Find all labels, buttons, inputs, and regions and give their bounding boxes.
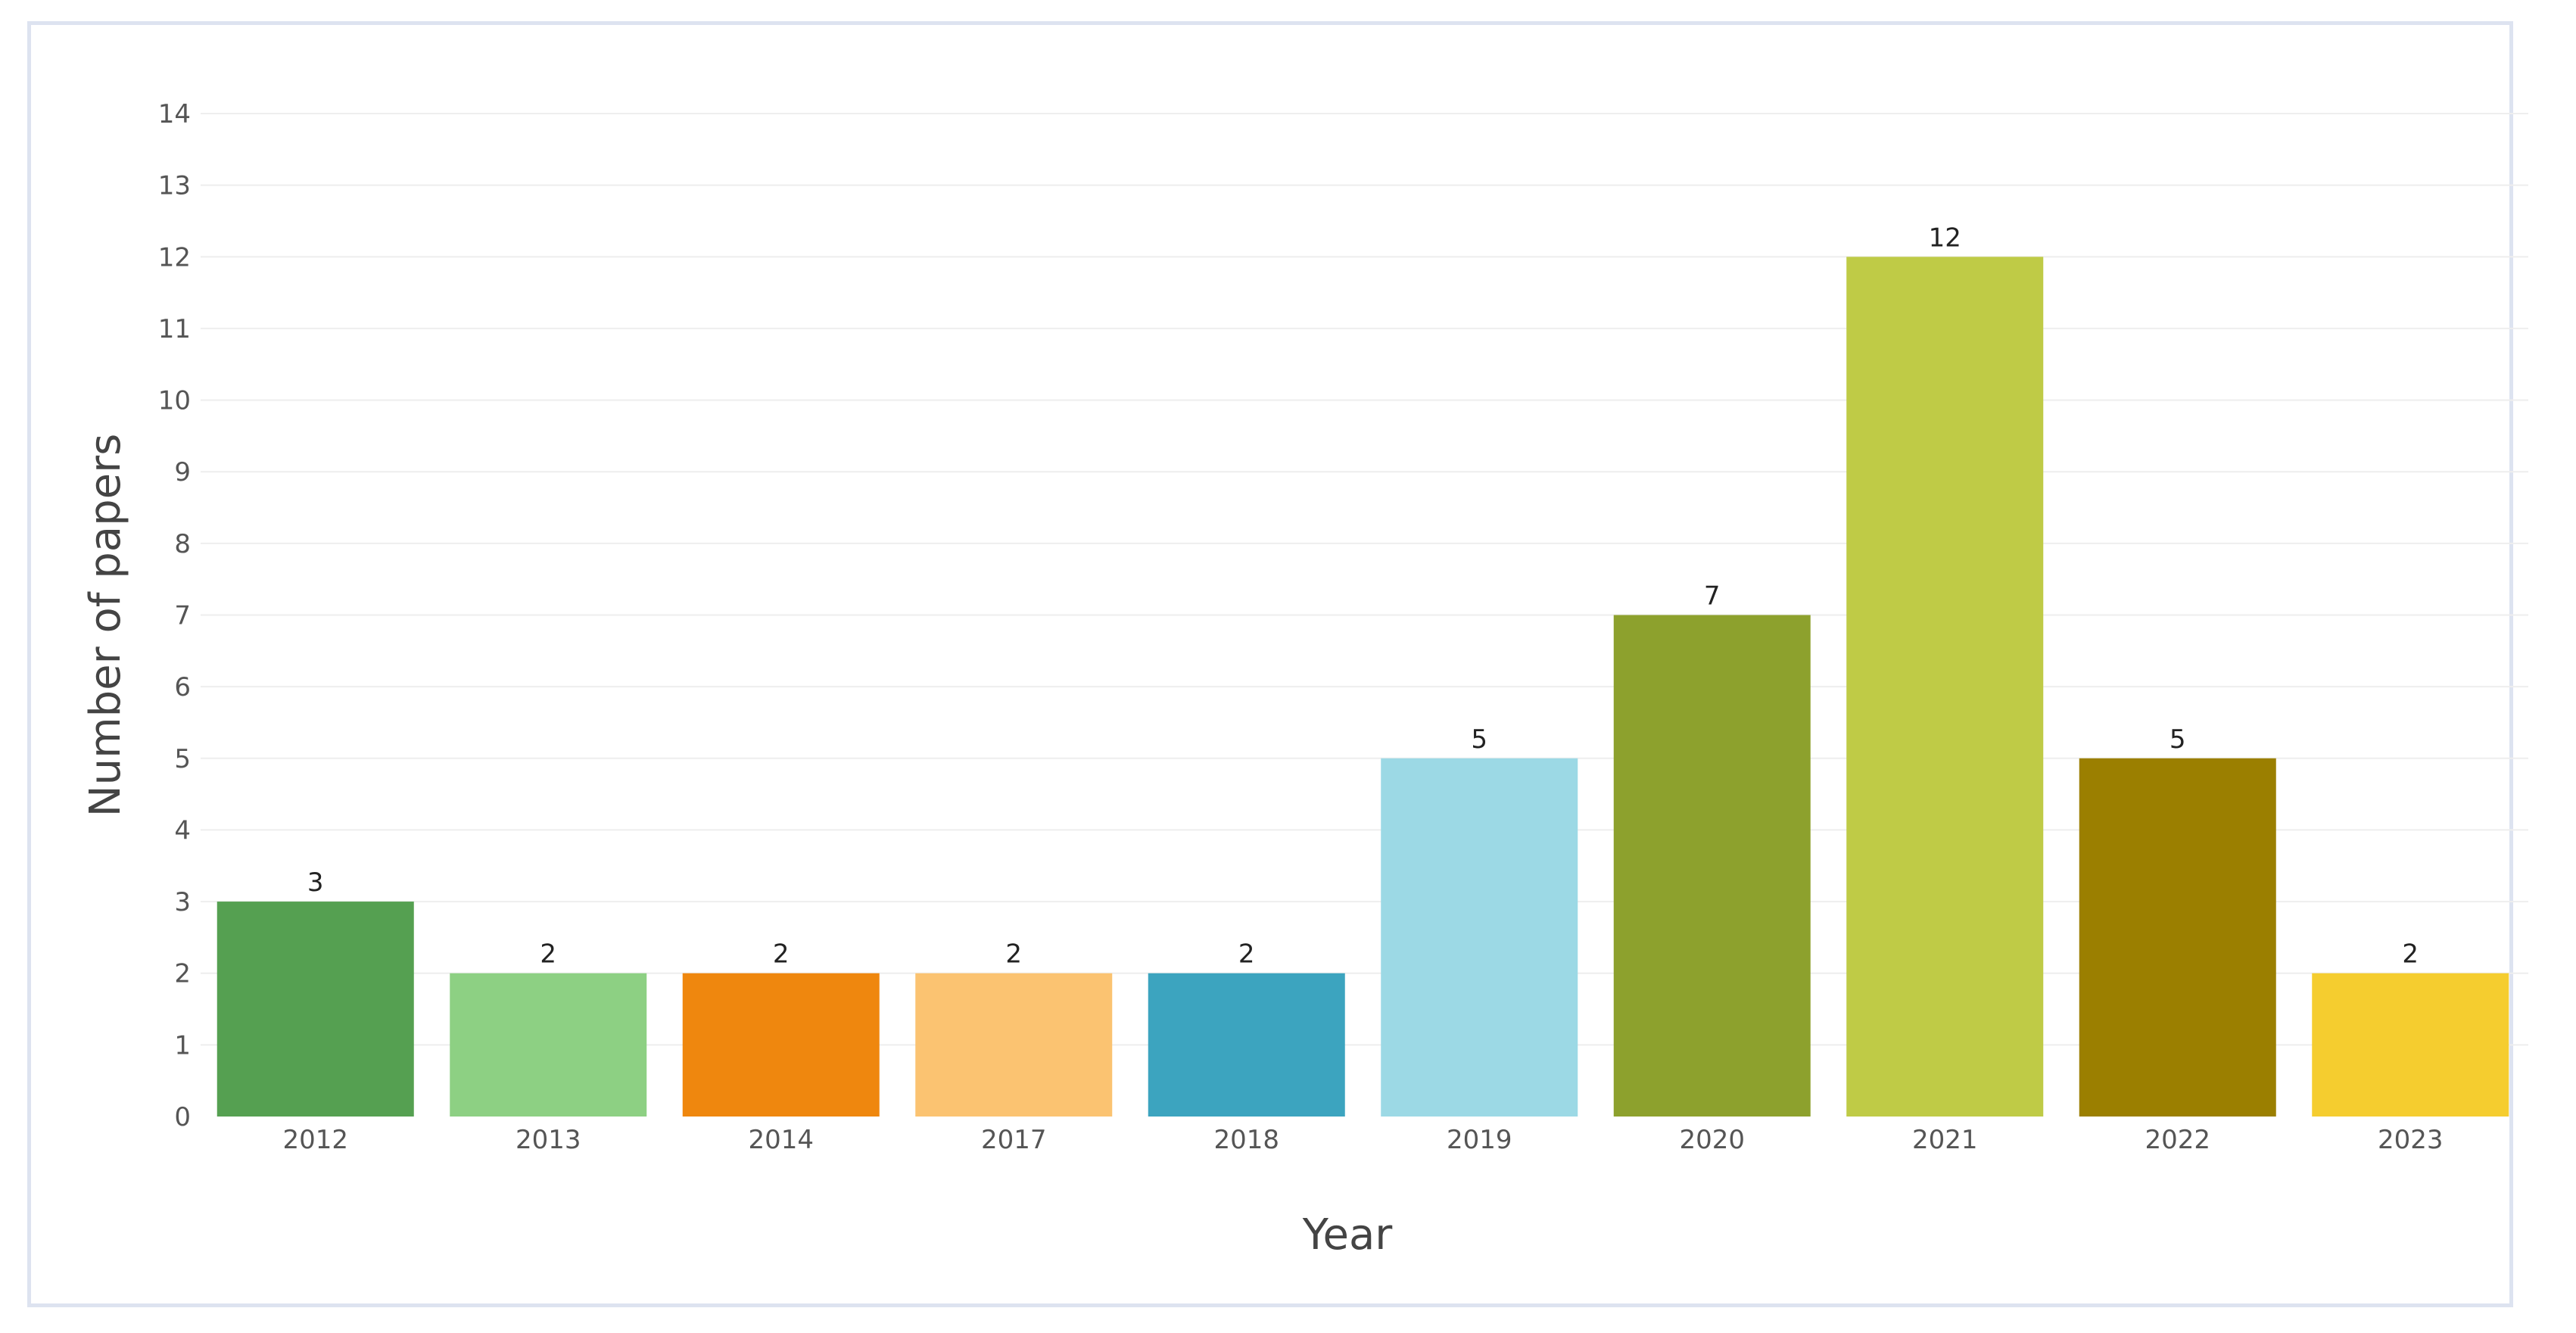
bar-value-label: 2 bbox=[2402, 939, 2419, 970]
y-tick-label: 11 bbox=[158, 314, 191, 344]
x-tick-label: 2020 bbox=[1679, 1125, 1745, 1155]
bar-value-label: 2 bbox=[1238, 939, 1255, 970]
y-tick-label: 9 bbox=[174, 457, 191, 487]
bar-value-label: 3 bbox=[307, 867, 324, 898]
bar-2023 bbox=[2312, 973, 2509, 1117]
bar-2017 bbox=[915, 973, 1113, 1117]
bar-2018 bbox=[1148, 973, 1345, 1117]
bar-value-label: 5 bbox=[2170, 724, 2186, 755]
x-axis-title: Year bbox=[1302, 1210, 1394, 1260]
bar-value-label: 5 bbox=[1471, 724, 1487, 755]
bar-value-label: 2 bbox=[540, 939, 556, 970]
bar-2012 bbox=[216, 902, 414, 1117]
bar-value-label: 12 bbox=[1929, 223, 1961, 253]
y-tick-label: 4 bbox=[174, 815, 191, 846]
bar-value-labels: 3 2 2 2 2 5 7 12 5 2 bbox=[307, 223, 2419, 969]
x-tick-label: 2013 bbox=[516, 1125, 581, 1155]
x-tick-label: 2023 bbox=[2378, 1125, 2444, 1155]
y-tick-label: 3 bbox=[174, 887, 191, 917]
x-tick-label: 2022 bbox=[2145, 1125, 2210, 1155]
x-tick-label: 2021 bbox=[1912, 1125, 1978, 1155]
x-tick-label: 2017 bbox=[981, 1125, 1047, 1155]
bars bbox=[216, 257, 2509, 1117]
y-tick-label: 14 bbox=[158, 99, 191, 129]
y-tick-label: 8 bbox=[174, 529, 191, 559]
y-tick-label: 2 bbox=[174, 959, 191, 989]
bar-2021 bbox=[1846, 257, 2044, 1117]
y-tick-label: 13 bbox=[158, 171, 191, 201]
y-axis-title: Number of papers bbox=[81, 434, 130, 818]
y-tick-label: 5 bbox=[174, 744, 191, 774]
bar-2020 bbox=[1613, 615, 1811, 1117]
bar-2013 bbox=[450, 973, 647, 1117]
bar-2014 bbox=[682, 973, 880, 1117]
y-tick-label: 10 bbox=[158, 386, 191, 416]
bar-value-label: 7 bbox=[1704, 581, 1721, 612]
x-axis-ticks: 2012 2013 2014 2017 2018 2019 2020 2021 2022 2023 bbox=[282, 1125, 2443, 1155]
x-tick-label: 2012 bbox=[282, 1125, 348, 1155]
bar-2019 bbox=[1381, 758, 1578, 1117]
y-tick-label: 6 bbox=[174, 672, 191, 702]
x-tick-label: 2014 bbox=[748, 1125, 814, 1155]
bar-2022 bbox=[2079, 758, 2276, 1117]
bar-value-label: 2 bbox=[1005, 939, 1022, 970]
y-tick-label: 0 bbox=[174, 1102, 191, 1132]
x-tick-label: 2018 bbox=[1213, 1125, 1279, 1155]
y-tick-label: 7 bbox=[174, 601, 191, 631]
y-tick-label: 1 bbox=[174, 1030, 191, 1060]
bar-value-label: 2 bbox=[773, 939, 790, 970]
x-tick-label: 2019 bbox=[1447, 1125, 1512, 1155]
y-tick-label: 12 bbox=[158, 242, 191, 273]
